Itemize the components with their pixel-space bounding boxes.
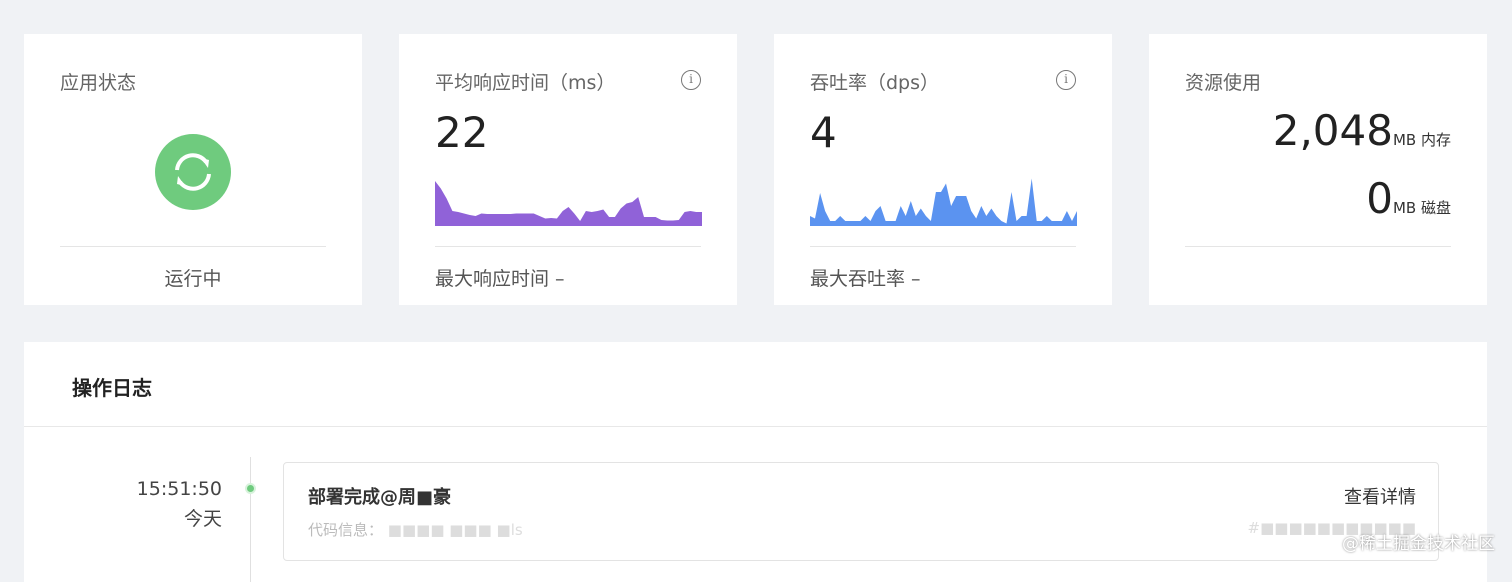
code-label: 代码信息： <box>308 521 384 539</box>
log-entry-card: 部署完成@周■豪 查看详情 代码信息： ■■■■ ■■■ ■ls #■■■■■■… <box>283 462 1439 561</box>
disk-usage: 0MB 磁盘 <box>1366 174 1451 223</box>
operation-log-panel: 操作日志 15:51:50 今天 部署完成@周■豪 查看详情 代码信息： ■■■… <box>24 342 1495 582</box>
info-icon[interactable]: i <box>681 70 701 90</box>
memory-value: 2,048 <box>1272 106 1393 155</box>
disk-unit: MB 磁盘 <box>1392 199 1451 217</box>
app-status-card: 应用状态 运行中 <box>24 34 362 305</box>
memory-unit: MB 内存 <box>1392 131 1451 149</box>
log-entry-time: 15:51:50 今天 <box>137 474 222 534</box>
info-icon[interactable]: i <box>1056 70 1076 90</box>
card-title: 平均响应时间（ms） <box>435 72 616 94</box>
memory-usage: 2,048MB 内存 <box>1273 106 1451 155</box>
status-text: 运行中 <box>164 268 222 290</box>
divider <box>1185 246 1451 247</box>
resource-card: 资源使用 2,048MB 内存 0MB 磁盘 <box>1149 34 1487 305</box>
sparkline-area <box>810 178 1077 226</box>
response-time-value: 22 <box>435 108 489 157</box>
max-response-time: 最大响应时间 – <box>435 268 565 290</box>
divider <box>435 246 701 247</box>
code-value: ■■■■ ■■■ ■ls <box>387 521 523 539</box>
watermark: @稀土掘金技术社区 <box>1342 534 1495 554</box>
divider <box>24 426 1487 427</box>
sync-icon <box>155 134 231 210</box>
day: 今天 <box>183 508 222 530</box>
response-time-sparkline <box>435 181 702 226</box>
time: 15:51:50 <box>136 478 222 500</box>
throughput-value: 4 <box>810 108 837 157</box>
card-title: 资源使用 <box>1185 72 1262 94</box>
card-title: 应用状态 <box>60 72 137 94</box>
code-info: 代码信息： ■■■■ ■■■ ■ls <box>308 519 523 540</box>
response-time-card: 平均响应时间（ms） i 22 最大响应时间 – <box>399 34 737 305</box>
max-throughput: 最大吞吐率 – <box>810 268 921 290</box>
log-entry-title: 部署完成@周■豪 <box>308 487 452 508</box>
view-details-link[interactable]: 查看详情 <box>1344 487 1416 508</box>
timeline-line <box>250 457 251 582</box>
sparkline-area <box>435 181 702 226</box>
throughput-sparkline <box>810 178 1077 226</box>
divider <box>60 246 326 247</box>
log-title: 操作日志 <box>72 376 152 400</box>
commit-hash: #■■■■■■■■■■■ <box>1247 519 1416 537</box>
throughput-card: 吞吐率（dps） i 4 最大吞吐率 – <box>774 34 1112 305</box>
timeline-dot <box>245 483 256 494</box>
card-title: 吞吐率（dps） <box>810 72 940 94</box>
disk-value: 0 <box>1366 174 1393 223</box>
divider <box>810 246 1076 247</box>
